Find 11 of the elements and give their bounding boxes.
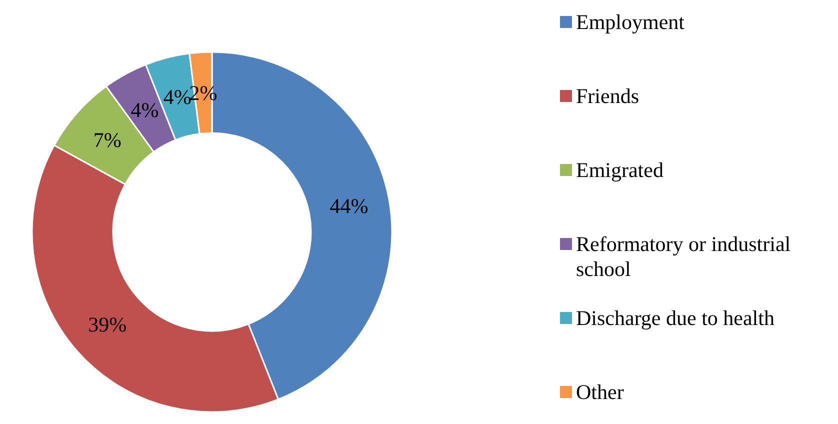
legend-label: Discharge due to health	[576, 306, 775, 330]
legend-label: Emigrated	[576, 158, 664, 182]
legend-label: Other	[576, 380, 624, 404]
legend-label: Friends	[576, 84, 639, 108]
data-label: 39%	[88, 312, 127, 336]
data-label: 44%	[330, 194, 368, 218]
legend-label: Employment	[576, 10, 685, 34]
data-label: 4%	[130, 98, 159, 122]
data-label: 7%	[93, 128, 122, 152]
legend-label: Reformatory or industrial school	[576, 232, 791, 281]
data-label: 4%	[163, 84, 192, 109]
